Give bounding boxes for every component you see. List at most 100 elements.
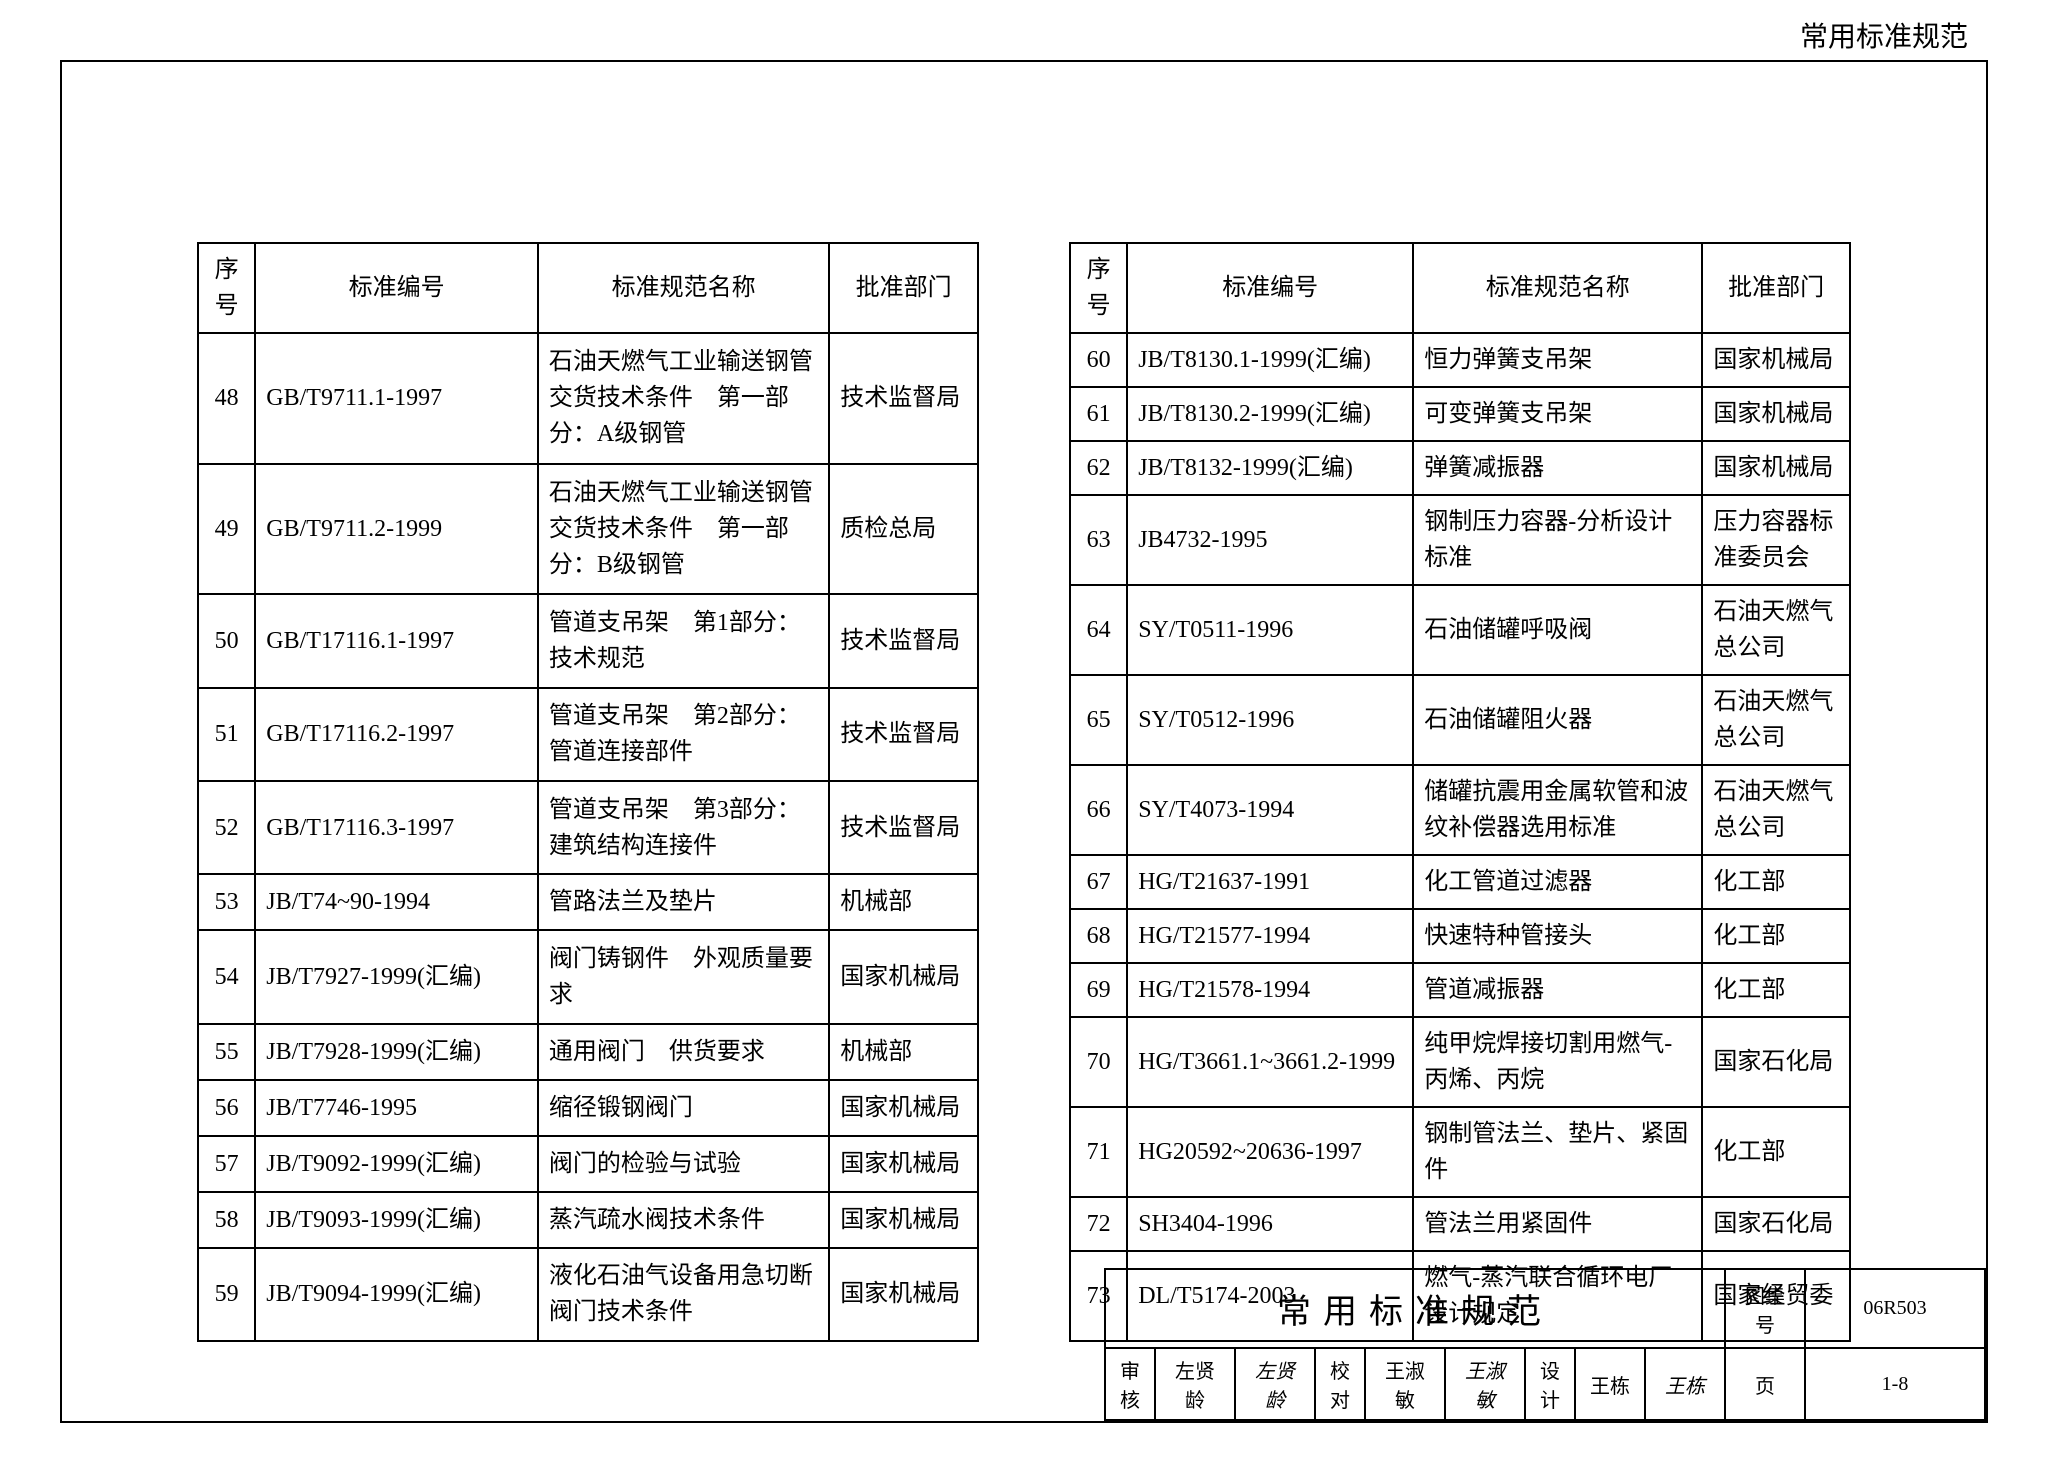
cell-dept: 化工部 xyxy=(1702,909,1850,963)
col-header-code: 标准编号 xyxy=(1127,243,1413,333)
cell-name: 纯甲烷焊接切割用燃气-丙烯、丙烷 xyxy=(1413,1017,1702,1107)
cell-name: 管法兰用紧固件 xyxy=(1413,1197,1702,1251)
cell-seq: 72 xyxy=(1070,1197,1127,1251)
cell-seq: 54 xyxy=(198,930,255,1023)
cell-code: JB/T8130.1-1999(汇编) xyxy=(1127,333,1413,387)
cell-name: 管路法兰及垫片 xyxy=(538,874,829,930)
cell-name: 管道支吊架 第1部分：技术规范 xyxy=(538,594,829,687)
check-label: 校对 xyxy=(1315,1348,1365,1420)
cell-name: 阀门铸钢件 外观质量要求 xyxy=(538,930,829,1023)
review-sig: 左贤龄 xyxy=(1235,1348,1315,1420)
cell-dept: 技术监督局 xyxy=(829,594,978,687)
cell-dept: 技术监督局 xyxy=(829,781,978,874)
cell-seq: 68 xyxy=(1070,909,1127,963)
review-name: 左贤龄 xyxy=(1155,1348,1235,1420)
table-row: 70HG/T3661.1~3661.2-1999纯甲烷焊接切割用燃气-丙烯、丙烷… xyxy=(1070,1017,1850,1107)
col-header-dept: 批准部门 xyxy=(829,243,978,333)
cell-code: JB/T8132-1999(汇编) xyxy=(1127,441,1413,495)
right-table-body: 60JB/T8130.1-1999(汇编)恒力弹簧支吊架国家机械局61JB/T8… xyxy=(1070,333,1850,1341)
cell-dept: 机械部 xyxy=(829,1024,978,1080)
cell-name: 弹簧减振器 xyxy=(1413,441,1702,495)
cell-name: 快速特种管接头 xyxy=(1413,909,1702,963)
cell-seq: 62 xyxy=(1070,441,1127,495)
cell-seq: 51 xyxy=(198,688,255,781)
cell-code: JB/T9093-1999(汇编) xyxy=(255,1192,538,1248)
cell-name: 蒸汽疏水阀技术条件 xyxy=(538,1192,829,1248)
cell-seq: 50 xyxy=(198,594,255,687)
table-row: 57JB/T9092-1999(汇编)阀门的检验与试验国家机械局 xyxy=(198,1136,978,1192)
table-row: 56JB/T7746-1995缩径锻钢阀门国家机械局 xyxy=(198,1080,978,1136)
cell-code: SH3404-1996 xyxy=(1127,1197,1413,1251)
drawing-no: 06R503 xyxy=(1805,1269,1985,1348)
page-root: 常用标准规范 序号 标准编号 标准规范名称 批准部门 48GB/T9711.1-… xyxy=(0,0,2048,1463)
cell-code: HG/T21637-1991 xyxy=(1127,855,1413,909)
design-name: 王栋 xyxy=(1575,1348,1645,1420)
cell-code: SY/T0511-1996 xyxy=(1127,585,1413,675)
cell-seq: 56 xyxy=(198,1080,255,1136)
table-row: 69HG/T21578-1994管道减振器化工部 xyxy=(1070,963,1850,1017)
drawing-border: 序号 标准编号 标准规范名称 批准部门 48GB/T9711.1-1997石油天… xyxy=(60,60,1988,1423)
col-header-code: 标准编号 xyxy=(255,243,538,333)
cell-seq: 69 xyxy=(1070,963,1127,1017)
title-main: 常用标准规范 xyxy=(1105,1269,1725,1348)
cell-dept: 化工部 xyxy=(1702,963,1850,1017)
cell-dept: 技术监督局 xyxy=(829,333,978,464)
cell-code: JB/T9094-1999(汇编) xyxy=(255,1248,538,1341)
tables-container: 序号 标准编号 标准规范名称 批准部门 48GB/T9711.1-1997石油天… xyxy=(197,242,1851,1342)
page-header: 常用标准规范 xyxy=(1800,15,1968,55)
cell-dept: 国家机械局 xyxy=(829,1136,978,1192)
cell-code: JB/T74~90-1994 xyxy=(255,874,538,930)
cell-seq: 67 xyxy=(1070,855,1127,909)
cell-code: JB/T7927-1999(汇编) xyxy=(255,930,538,1023)
cell-code: HG/T3661.1~3661.2-1999 xyxy=(1127,1017,1413,1107)
cell-dept: 机械部 xyxy=(829,874,978,930)
table-row: 54JB/T7927-1999(汇编)阀门铸钢件 外观质量要求国家机械局 xyxy=(198,930,978,1023)
cell-seq: 70 xyxy=(1070,1017,1127,1107)
page-no: 1-8 xyxy=(1805,1348,1985,1420)
cell-code: JB/T8130.2-1999(汇编) xyxy=(1127,387,1413,441)
cell-code: HG/T21578-1994 xyxy=(1127,963,1413,1017)
table-row: 53JB/T74~90-1994管路法兰及垫片机械部 xyxy=(198,874,978,930)
cell-name: 液化石油气设备用急切断阀门技术条件 xyxy=(538,1248,829,1341)
cell-dept: 化工部 xyxy=(1702,1107,1850,1197)
review-label: 审核 xyxy=(1105,1348,1155,1420)
cell-name: 管道减振器 xyxy=(1413,963,1702,1017)
table-row: 64SY/T0511-1996石油储罐呼吸阀石油天燃气总公司 xyxy=(1070,585,1850,675)
cell-dept: 国家石化局 xyxy=(1702,1197,1850,1251)
cell-code: SY/T4073-1994 xyxy=(1127,765,1413,855)
cell-seq: 55 xyxy=(198,1024,255,1080)
cell-dept: 国家机械局 xyxy=(1702,441,1850,495)
left-table-body: 48GB/T9711.1-1997石油天燃气工业输送钢管交货技术条件 第一部分：… xyxy=(198,333,978,1341)
cell-dept: 国家机械局 xyxy=(829,1248,978,1341)
cell-name: 缩径锻钢阀门 xyxy=(538,1080,829,1136)
cell-seq: 66 xyxy=(1070,765,1127,855)
cell-code: GB/T17116.2-1997 xyxy=(255,688,538,781)
cell-code: JB/T7928-1999(汇编) xyxy=(255,1024,538,1080)
table-row: 52GB/T17116.3-1997管道支吊架 第3部分：建筑结构连接件技术监督… xyxy=(198,781,978,874)
cell-code: GB/T17116.3-1997 xyxy=(255,781,538,874)
table-row: 60JB/T8130.1-1999(汇编)恒力弹簧支吊架国家机械局 xyxy=(1070,333,1850,387)
cell-dept: 压力容器标准委员会 xyxy=(1702,495,1850,585)
check-name: 王淑敏 xyxy=(1365,1348,1445,1420)
cell-seq: 59 xyxy=(198,1248,255,1341)
table-row: 72SH3404-1996管法兰用紧固件国家石化局 xyxy=(1070,1197,1850,1251)
cell-name: 储罐抗震用金属软管和波纹补偿器选用标准 xyxy=(1413,765,1702,855)
cell-name: 通用阀门 供货要求 xyxy=(538,1024,829,1080)
cell-seq: 52 xyxy=(198,781,255,874)
cell-dept: 石油天燃气总公司 xyxy=(1702,675,1850,765)
table-row: 51GB/T17116.2-1997管道支吊架 第2部分：管道连接部件技术监督局 xyxy=(198,688,978,781)
table-row: 48GB/T9711.1-1997石油天燃气工业输送钢管交货技术条件 第一部分：… xyxy=(198,333,978,464)
cell-name: 管道支吊架 第2部分：管道连接部件 xyxy=(538,688,829,781)
cell-name: 石油储罐呼吸阀 xyxy=(1413,585,1702,675)
cell-code: SY/T0512-1996 xyxy=(1127,675,1413,765)
design-label: 设计 xyxy=(1525,1348,1575,1420)
table-row: 58JB/T9093-1999(汇编)蒸汽疏水阀技术条件国家机械局 xyxy=(198,1192,978,1248)
cell-code: GB/T9711.1-1997 xyxy=(255,333,538,464)
cell-dept: 国家机械局 xyxy=(829,1080,978,1136)
cell-name: 阀门的检验与试验 xyxy=(538,1136,829,1192)
cell-code: GB/T17116.1-1997 xyxy=(255,594,538,687)
cell-name: 钢制压力容器-分析设计标准 xyxy=(1413,495,1702,585)
cell-name: 可变弹簧支吊架 xyxy=(1413,387,1702,441)
table-row: 65SY/T0512-1996石油储罐阻火器石油天燃气总公司 xyxy=(1070,675,1850,765)
cell-name: 石油储罐阻火器 xyxy=(1413,675,1702,765)
